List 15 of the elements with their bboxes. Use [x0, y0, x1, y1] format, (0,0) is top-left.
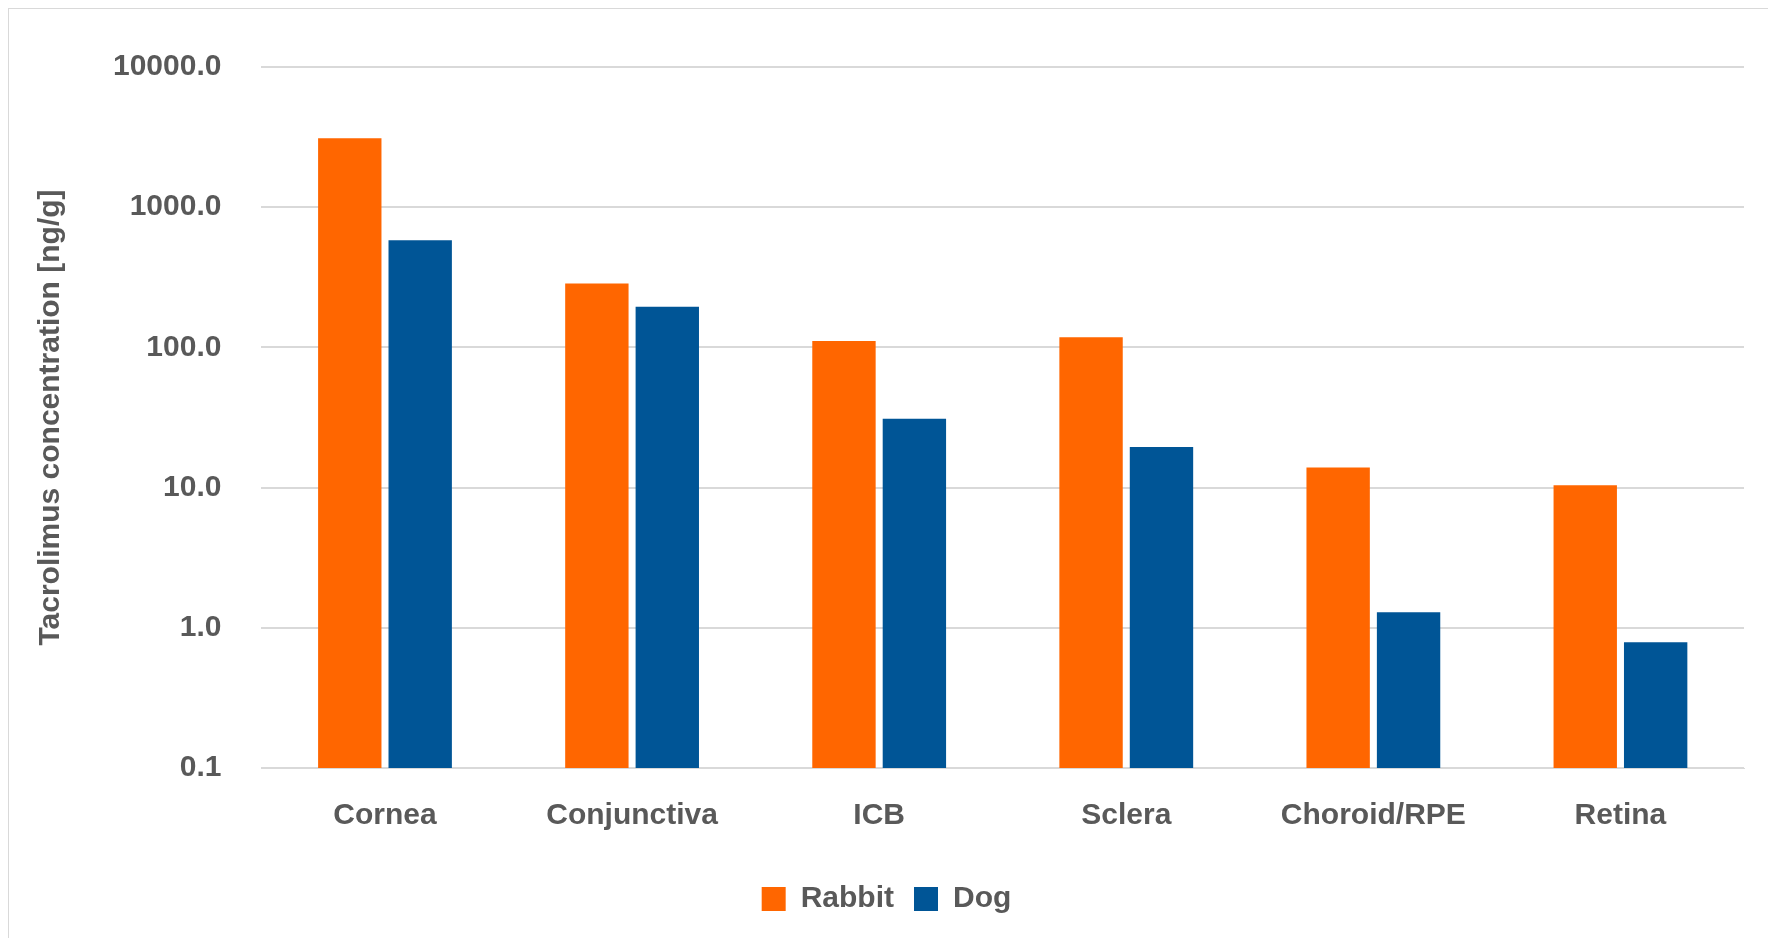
y-tick-label: 0.1: [179, 749, 222, 783]
x-tick-label: Cornea: [333, 797, 437, 831]
y-tick-label: 10.0: [163, 468, 222, 502]
x-tick-label: ICB: [853, 797, 906, 831]
x-tick-label: Retina: [1574, 797, 1667, 831]
legend-label: Dog: [953, 880, 1012, 914]
y-tick-label: 10000.0: [112, 48, 222, 82]
legend-label: Rabbit: [800, 880, 895, 914]
y-tick-label: 1.0: [179, 609, 222, 643]
x-tick-label: Conjunctiva: [546, 797, 719, 831]
y-tick-label: 1000.0: [129, 188, 222, 222]
y-tick-label: 100.0: [146, 328, 222, 362]
x-tick-label: Sclera: [1081, 797, 1172, 831]
x-tick-label: Choroid/RPE: [1280, 797, 1466, 831]
y-axis-title: Tacrolimus concentration [ng/g]: [32, 189, 66, 646]
